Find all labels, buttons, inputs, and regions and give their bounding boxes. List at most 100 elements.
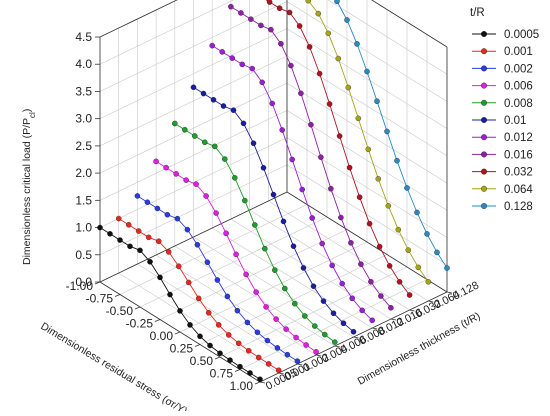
legend-swatch-marker xyxy=(481,203,487,209)
data-point-0.012 xyxy=(339,280,345,287)
data-point-0.0005 xyxy=(187,322,193,328)
z-tick-label: 4.0 xyxy=(75,57,92,71)
data-point-0.01 xyxy=(340,320,347,326)
data-point-0.016 xyxy=(308,121,314,128)
data-point-0.008 xyxy=(282,285,288,292)
x-tick-mark xyxy=(174,331,181,335)
data-point-0.002 xyxy=(174,215,181,222)
data-point-0.006 xyxy=(163,164,169,171)
legend-entry-label: 0.01 xyxy=(504,115,526,127)
data-point-0.0005 xyxy=(157,274,163,281)
legend-entry-label: 0.016 xyxy=(504,149,533,161)
data-point-0.001 xyxy=(135,228,142,234)
data-point-0.032 xyxy=(366,220,373,227)
data-point-0.001 xyxy=(265,361,272,367)
legend-entry-label: 0.008 xyxy=(504,98,533,110)
data-point-0.001 xyxy=(225,332,232,338)
gridline-floor-y xyxy=(137,263,298,365)
legend-entry-label: 0.012 xyxy=(504,132,533,144)
data-point-0.001 xyxy=(155,238,162,244)
data-point-0.012 xyxy=(289,156,295,163)
z-tick-label: 1.5 xyxy=(75,193,92,207)
data-point-0.01 xyxy=(330,310,337,316)
data-point-0.032 xyxy=(326,101,333,107)
data-point-0.006 xyxy=(153,158,159,165)
legend-swatch-marker xyxy=(481,65,487,72)
data-point-0.008 xyxy=(292,300,298,307)
data-point-0.001 xyxy=(145,234,152,241)
data-point-0.01 xyxy=(200,90,207,97)
legend-swatch-marker xyxy=(481,82,487,89)
data-point-0.032 xyxy=(336,133,343,139)
data-point-0.064 xyxy=(325,30,332,37)
data-point-0.01 xyxy=(310,283,317,289)
data-point-0.012 xyxy=(279,127,285,133)
data-point-0.032 xyxy=(296,23,303,29)
y-tick-mark xyxy=(372,327,378,330)
legend-entry-label: 0.128 xyxy=(504,201,533,213)
data-point-0.006 xyxy=(243,271,249,278)
data-point-0.01 xyxy=(230,107,237,113)
x-tick-mark xyxy=(254,381,261,385)
data-point-0.001 xyxy=(245,347,252,354)
x-tick-label: 0.25 xyxy=(170,342,194,356)
data-point-0.01 xyxy=(270,191,277,198)
box-edge xyxy=(371,0,448,48)
data-point-0.008 xyxy=(322,331,328,338)
y-tick-mark xyxy=(259,381,266,384)
data-point-0.008 xyxy=(262,245,268,252)
x-tick-mark xyxy=(94,281,101,285)
gridline-floor-y xyxy=(230,218,392,320)
x-tick-label: -0.50 xyxy=(106,304,134,318)
data-point-0.064 xyxy=(425,279,432,285)
data-point-0.0005 xyxy=(97,224,103,231)
data-point-0.002 xyxy=(274,345,281,351)
y-tick-mark xyxy=(428,300,434,303)
data-point-0.012 xyxy=(319,240,325,247)
data-point-0.064 xyxy=(345,84,352,91)
legend-swatch-marker xyxy=(481,134,487,141)
data-point-0.008 xyxy=(172,120,178,127)
data-point-0.012 xyxy=(369,317,375,324)
x-tick-label: -0.25 xyxy=(126,317,154,331)
y-tick-mark xyxy=(409,309,415,312)
data-point-0.006 xyxy=(303,342,309,348)
data-point-0.006 xyxy=(253,289,259,295)
data-point-0.128 xyxy=(344,17,350,23)
data-point-0.032 xyxy=(406,292,413,298)
data-point-0.128 xyxy=(394,157,400,164)
data-point-0.016 xyxy=(278,40,284,47)
data-point-0.0005 xyxy=(207,342,213,349)
data-point-0.001 xyxy=(205,309,212,316)
data-point-0.032 xyxy=(266,0,273,5)
data-point-0.008 xyxy=(232,175,238,181)
data-point-0.01 xyxy=(220,103,227,109)
data-point-0.01 xyxy=(240,120,247,127)
data-point-0.012 xyxy=(239,61,245,68)
y-tick-mark xyxy=(334,345,340,348)
data-point-0.01 xyxy=(320,298,327,304)
data-point-0.006 xyxy=(213,210,219,216)
data-point-0.008 xyxy=(332,339,338,345)
legend-swatch-marker xyxy=(481,99,487,106)
data-point-0.006 xyxy=(203,193,209,199)
data-point-0.016 xyxy=(248,16,254,22)
data-point-0.012 xyxy=(219,49,225,55)
data-point-0.001 xyxy=(235,340,242,347)
y-tick-label: 0.128 xyxy=(451,279,481,302)
data-point-0.128 xyxy=(424,231,430,237)
data-point-0.006 xyxy=(193,181,199,187)
gridline-floor-y xyxy=(155,254,317,356)
data-point-0.002 xyxy=(224,293,231,300)
data-point-0.012 xyxy=(329,262,335,269)
data-point-0.128 xyxy=(414,209,420,216)
x-tick-mark xyxy=(154,319,161,322)
data-point-0.002 xyxy=(194,242,201,248)
data-point-0.006 xyxy=(273,316,279,322)
data-point-0.0005 xyxy=(227,357,233,363)
legend-swatch-marker xyxy=(481,48,487,55)
data-point-0.012 xyxy=(259,79,265,86)
data-point-0.001 xyxy=(275,367,282,373)
data-point-0.016 xyxy=(328,185,334,192)
data-point-0.002 xyxy=(284,351,291,358)
